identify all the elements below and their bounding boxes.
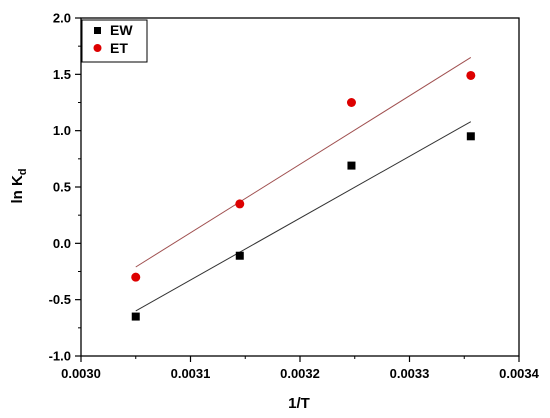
y-tick-label: -1.0 [49,349,71,364]
axes [75,17,520,362]
data-point-ew [466,132,475,141]
data-markers [131,70,476,321]
data-point-et [466,70,476,80]
fit-line-et [135,57,472,268]
data-point-et [235,199,245,209]
y-axis-title-main: ln K [9,175,26,203]
y-tick-label: 2.0 [53,11,71,26]
data-point-ew [235,251,244,260]
legend: EW ET [81,19,148,63]
x-axis-title: 1/T [288,395,310,412]
legend-marker-ew [94,27,101,34]
fit-lines [135,57,472,312]
y-tick-label: 1.0 [53,123,71,138]
y-tick-label: 0.5 [53,180,71,195]
y-axis-title-subscript: d [17,168,29,175]
data-point-ew [131,312,140,321]
y-tick-label: -0.5 [49,292,71,307]
legend-box [81,19,148,63]
data-point-et [131,272,141,282]
fit-line-ew [135,121,472,312]
x-tick-label: 0.0034 [499,366,540,381]
tick-labels: 0.0030 0.0031 0.0032 0.0033 0.0034 -1.0 -0.5 0.… [49,11,540,382]
x-tick-label: 0.0031 [171,366,211,381]
data-point-ew [347,161,356,170]
y-axis-title: ln Kd [9,168,29,203]
x-tick-label: 0.0032 [280,366,320,381]
legend-label-et: ET [110,40,128,56]
data-point-et [346,98,356,107]
legend-marker-et [93,44,102,52]
y-tick-label: 1.5 [53,67,71,82]
y-tick-label: 0.0 [53,236,71,251]
legend-label-ew: EW [110,22,133,38]
x-tick-label: 0.0033 [390,366,430,381]
x-tick-label: 0.0030 [61,366,101,381]
